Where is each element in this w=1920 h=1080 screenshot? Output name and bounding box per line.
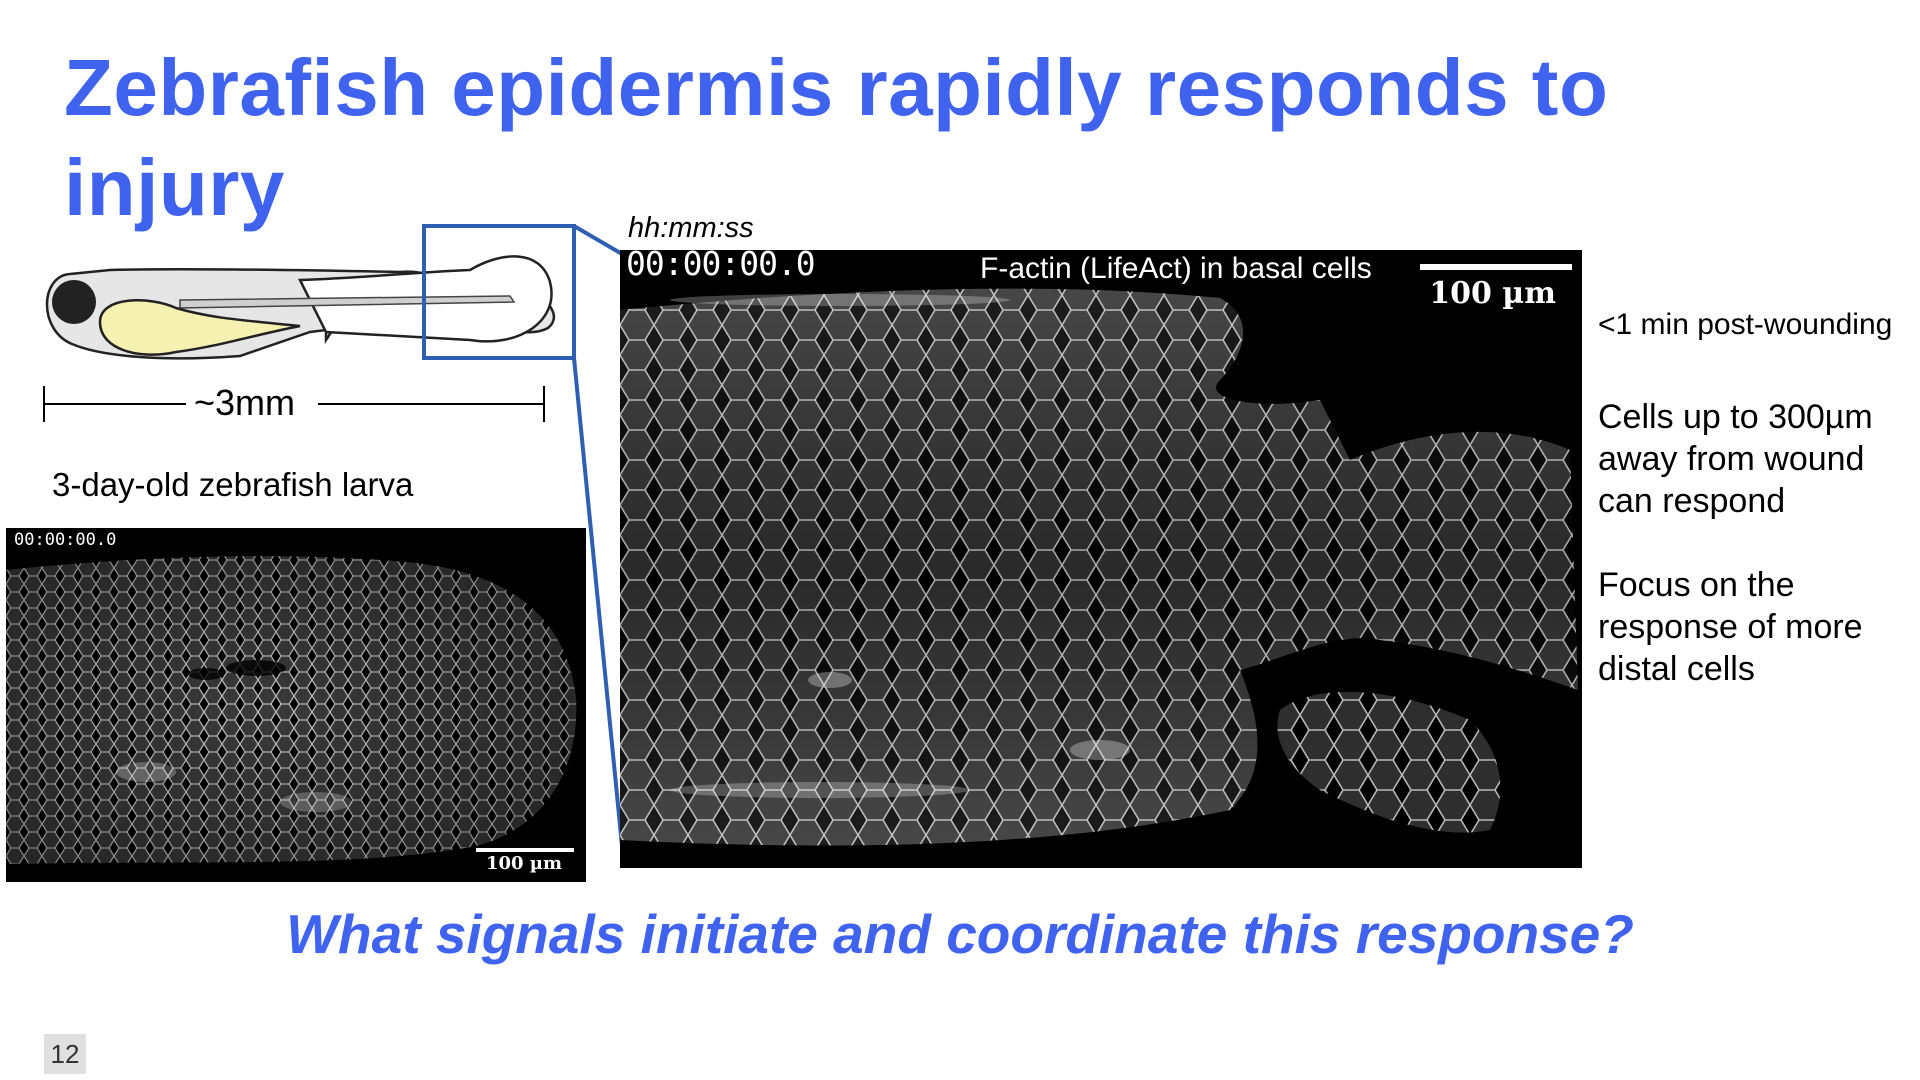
large-microscopy-image: 00:00:00.0 F-actin (LifeAct) in basal ce… <box>620 250 1582 868</box>
length-label: ~3mm <box>194 382 296 423</box>
small-scale-bar <box>476 848 574 852</box>
large-scale-label: 100 µm <box>1429 276 1556 311</box>
small-timestamp: 00:00:00.0 <box>14 530 117 550</box>
large-tissue-render <box>620 250 1578 868</box>
small-scale-label: 100 µm <box>485 853 562 874</box>
note-timing: <1 min post-wounding <box>1598 308 1893 341</box>
stain-label: F-actin (LifeAct) in basal cells <box>980 252 1372 285</box>
larva-eye <box>52 280 96 324</box>
small-microscopy-image: 00:00:00.0 100 µm <box>6 528 586 882</box>
larva-notochord <box>179 295 516 309</box>
callout-box <box>422 224 576 360</box>
large-timestamp: 00:00:00.0 <box>626 250 816 283</box>
larva-caption: 3-day-old zebrafish larva <box>52 466 414 503</box>
note-focus: Focus on the response of more distal cel… <box>1598 566 1863 688</box>
callout-line-bottom <box>572 357 626 867</box>
time-format-label: hh:mm:ss <box>628 212 754 244</box>
large-tissue-fragment <box>1277 691 1501 833</box>
slide-title: Zebrafish epidermis rapidly responds to … <box>64 43 1609 232</box>
small-tissue-render <box>6 556 577 864</box>
larva-yolk <box>98 299 301 356</box>
callout-line-top <box>572 224 624 256</box>
large-scale-bar <box>1420 264 1572 270</box>
research-question: What signals initiate and coordinate thi… <box>286 903 1634 965</box>
note-range: Cells up to 300µm away from wound can re… <box>1598 398 1873 520</box>
page-number: 12 <box>44 1034 86 1074</box>
